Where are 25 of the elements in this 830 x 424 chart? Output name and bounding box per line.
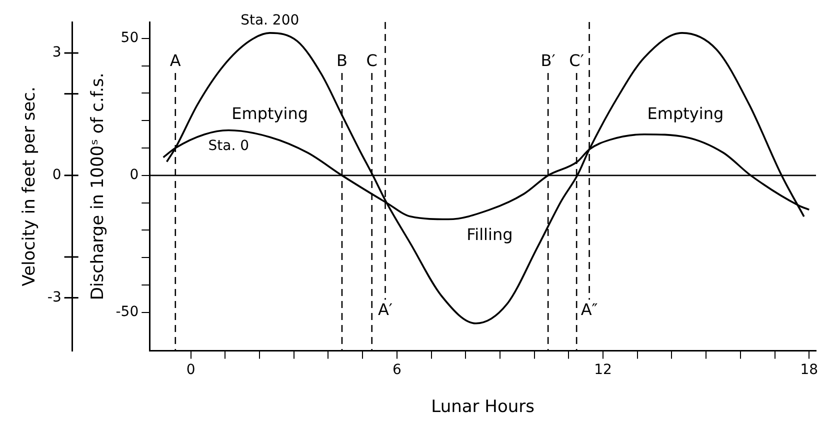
ref-line-label: B — [336, 51, 348, 70]
ref-line-label: C′ — [569, 51, 584, 70]
series-label: Sta. 0 — [208, 138, 250, 154]
x-tick-label: 18 — [800, 362, 818, 378]
y-tick-label: -50 — [116, 304, 139, 320]
y-axis-title: Discharge in 1000ˢ of c.f.s. — [88, 72, 108, 300]
x-axis-title: Lunar Hours — [431, 397, 535, 418]
x-tick-label: 12 — [594, 362, 612, 378]
annotation: Filling — [466, 224, 513, 244]
y2-tick-label: 3 — [52, 44, 62, 61]
x-tick-label: 0 — [186, 362, 196, 378]
ref-line-label: B′ — [540, 51, 556, 70]
y-tick-label: 50 — [120, 30, 139, 46]
y2-tick-label: 0 — [52, 167, 62, 184]
y-tick-label: 0 — [130, 167, 139, 184]
y2-tick-label: -3 — [47, 289, 62, 306]
x-tick-label: 6 — [392, 362, 402, 378]
annotation: Emptying — [232, 104, 308, 124]
ref-line-label: A — [170, 51, 181, 70]
ref-line-label: A′ — [378, 300, 393, 319]
y2-axis-title: Velocity in feet per sec. — [20, 86, 40, 286]
series-label: Sta. 200 — [240, 12, 300, 29]
ref-line-label: A″ — [580, 300, 598, 319]
annotation: Emptying — [647, 104, 724, 124]
ref-line-label: C — [366, 51, 378, 70]
